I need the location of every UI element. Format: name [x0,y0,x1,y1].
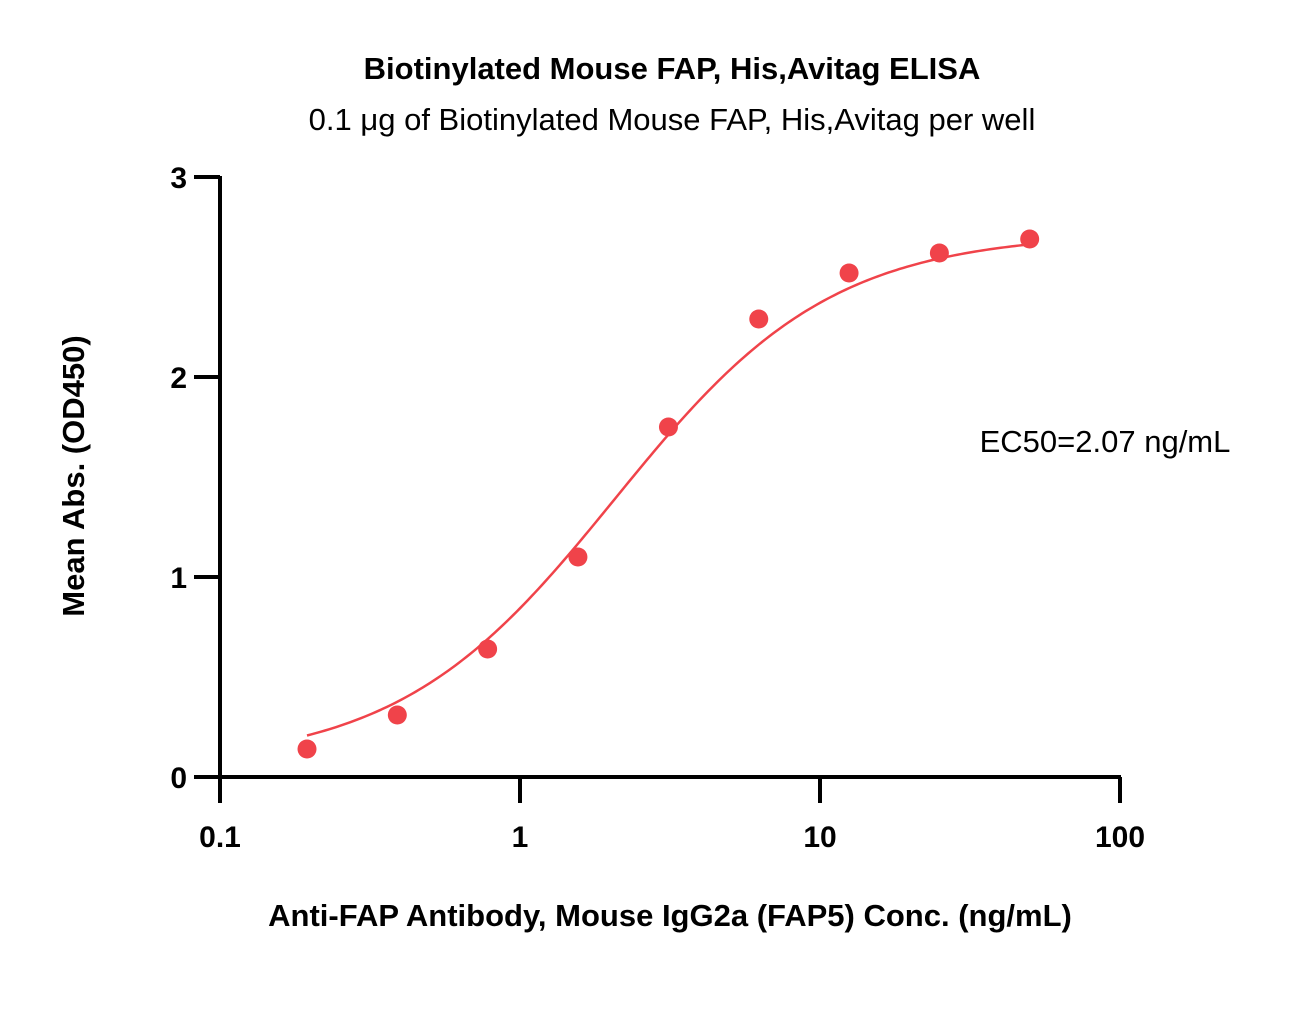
data-point [387,705,407,725]
data-point [297,739,317,759]
data-point [839,263,859,283]
data-point [749,309,769,329]
data-point [478,639,498,659]
y-axis-label: Mean Abs. (OD450) [56,335,91,616]
data-point [1020,229,1040,249]
y-ticks: 0 1 2 3 [170,162,220,795]
y-tick-label: 0 [170,762,187,795]
x-tick-label: 10 [803,821,836,854]
x-tick-label: 1 [512,821,529,854]
data-point [568,547,588,567]
x-axis-label: Anti-FAP Antibody, Mouse IgG2a (FAP5) Co… [268,898,1072,933]
data-point [658,417,678,437]
fit-curve [306,243,1030,737]
chart-subtitle: 0.1 μg of Biotinylated Mouse FAP, His,Av… [309,102,1036,137]
data-point [929,243,949,263]
data-points [297,229,1040,759]
chart-title: Biotinylated Mouse FAP, His,Avitag ELISA [364,51,981,86]
y-tick-label: 2 [170,362,187,395]
ec50-annotation: EC50=2.07 ng/mL [980,424,1231,459]
x-tick-label: 100 [1095,821,1145,854]
x-tick-label: 0.1 [199,821,241,854]
y-tick-label: 3 [170,162,187,195]
y-tick-label: 1 [170,562,187,595]
x-ticks: 0.1 1 10 100 [199,777,1145,854]
axes: 0 1 2 3 0.1 1 10 100 [170,162,1145,854]
